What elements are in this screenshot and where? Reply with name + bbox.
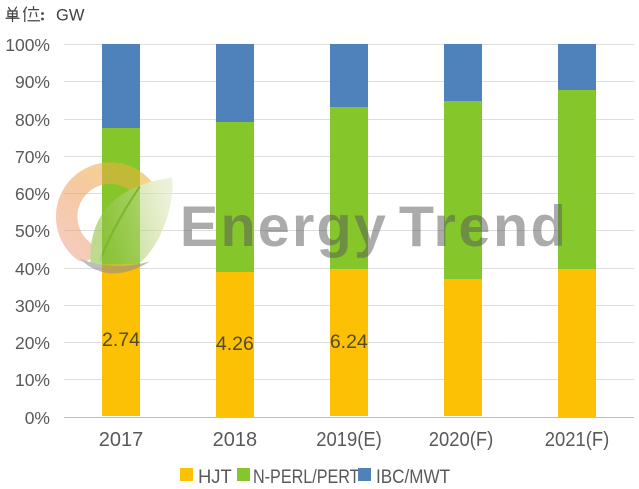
svg-text:GW: GW [56,7,85,25]
svg-text:Energy: Energy [180,195,388,259]
svg-text:Trend: Trend [399,195,569,259]
